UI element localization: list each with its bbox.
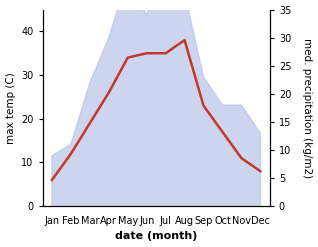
Y-axis label: max temp (C): max temp (C): [5, 72, 16, 144]
X-axis label: date (month): date (month): [115, 231, 197, 242]
Y-axis label: med. precipitation (kg/m2): med. precipitation (kg/m2): [302, 38, 313, 178]
